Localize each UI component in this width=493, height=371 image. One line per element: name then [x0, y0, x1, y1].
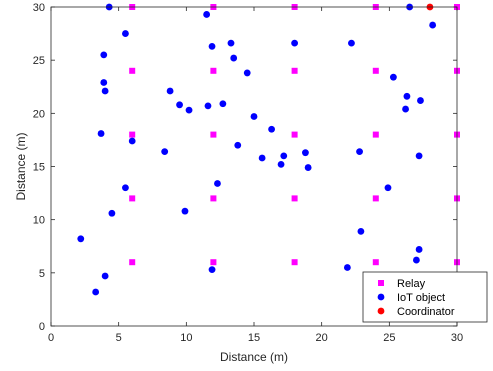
- iot-object-point: [204, 102, 212, 110]
- relay-point: [372, 195, 379, 202]
- iot-object-point: [97, 130, 105, 137]
- y-tick-label: 20: [33, 108, 45, 120]
- iot-object-point: [389, 73, 397, 81]
- relay-point: [210, 195, 217, 202]
- iot-object-point: [161, 148, 169, 156]
- iot-object-point: [77, 235, 85, 243]
- relay-point: [372, 131, 379, 138]
- iot-object-point: [277, 160, 285, 168]
- iot-object-point: [128, 137, 136, 145]
- relay-point: [291, 67, 298, 74]
- relay-point: [291, 259, 298, 266]
- legend-label-relay: Relay: [397, 278, 426, 290]
- relay-point: [210, 131, 217, 138]
- x-tick-label: 10: [180, 332, 192, 344]
- iot-object-point: [343, 264, 351, 271]
- iot-object-point: [415, 246, 423, 253]
- iot-object-point: [230, 54, 238, 62]
- iot-object-point: [219, 100, 227, 108]
- relay-point: [129, 195, 136, 202]
- legend-label-coordinator: Coordinator: [397, 306, 455, 318]
- iot-object-point: [415, 152, 423, 160]
- legend-marker-relay: [378, 280, 384, 286]
- relay-point: [291, 195, 298, 202]
- iot-object-point: [166, 87, 174, 95]
- iot-object-point: [92, 288, 100, 296]
- x-axis-ticks: 0 5 10 15 20 25 30: [48, 7, 463, 344]
- iot-object-point: [176, 101, 183, 109]
- iot-object-point: [203, 11, 211, 18]
- y-tick-label: 15: [33, 162, 45, 174]
- iot-object-point: [304, 164, 312, 171]
- iot-object-point: [384, 184, 392, 192]
- x-tick-label: 5: [116, 332, 122, 344]
- y-tick-label: 10: [33, 215, 45, 227]
- iot-object-point: [243, 69, 251, 77]
- iot-object-point: [268, 125, 275, 133]
- iot-object-point: [258, 154, 266, 162]
- y-tick-label: 5: [39, 268, 45, 280]
- y-tick-label: 30: [33, 2, 45, 14]
- iot-object-point: [250, 113, 258, 120]
- iot-object-point: [208, 42, 216, 50]
- y-tick-label: 25: [33, 55, 45, 67]
- y-axis-label: Distance (m): [14, 132, 28, 200]
- y-axis-ticks: 0 5 10 15 20 25 30: [33, 2, 457, 333]
- legend-label-iot-object: IoT object: [397, 292, 445, 304]
- iot-object-point: [413, 256, 420, 264]
- iot-object-point: [108, 209, 116, 217]
- x-tick-label: 0: [48, 332, 54, 344]
- iot-object-point: [208, 266, 216, 274]
- relay-point: [129, 131, 136, 138]
- legend-marker-coordinator: [377, 307, 385, 315]
- iot-object-point: [429, 21, 437, 29]
- iot-object-point: [291, 39, 298, 47]
- relay-point: [372, 259, 379, 266]
- legend: Relay IoT object Coordinator: [362, 271, 488, 323]
- iot-object-point: [403, 92, 411, 100]
- iot-object-point: [357, 227, 365, 235]
- iot-object-point: [402, 105, 409, 113]
- iot-object-point: [214, 180, 221, 187]
- iot-object-point: [181, 207, 189, 215]
- iot-object-point: [101, 87, 109, 95]
- iot-object-point: [227, 39, 235, 47]
- iot-object-point: [101, 272, 109, 280]
- iot-object-point: [348, 39, 355, 47]
- relay-point: [210, 259, 217, 266]
- y-tick-label: 0: [39, 321, 45, 333]
- iot-object-point: [100, 79, 108, 86]
- iot-object-point: [185, 106, 193, 114]
- x-axis-label: Distance (m): [220, 350, 288, 364]
- iot-object-point: [234, 141, 242, 149]
- relay-point: [291, 131, 298, 138]
- relay-point: [372, 67, 379, 74]
- iot-object-point: [302, 149, 309, 157]
- iot-object-point: [280, 152, 288, 160]
- relay-point: [129, 67, 136, 74]
- relay-point: [210, 67, 217, 74]
- iot-object-point: [122, 184, 129, 192]
- iot-object-point: [356, 148, 363, 156]
- legend-marker-iot-object: [377, 293, 385, 301]
- iot-object-point: [417, 97, 424, 104]
- relay-point: [129, 259, 136, 266]
- x-tick-label: 20: [316, 332, 328, 344]
- iot-object-point: [100, 51, 108, 59]
- x-tick-label: 15: [248, 332, 260, 344]
- x-tick-label: 30: [451, 332, 463, 344]
- x-tick-label: 25: [383, 332, 395, 344]
- iot-object-point: [122, 30, 129, 37]
